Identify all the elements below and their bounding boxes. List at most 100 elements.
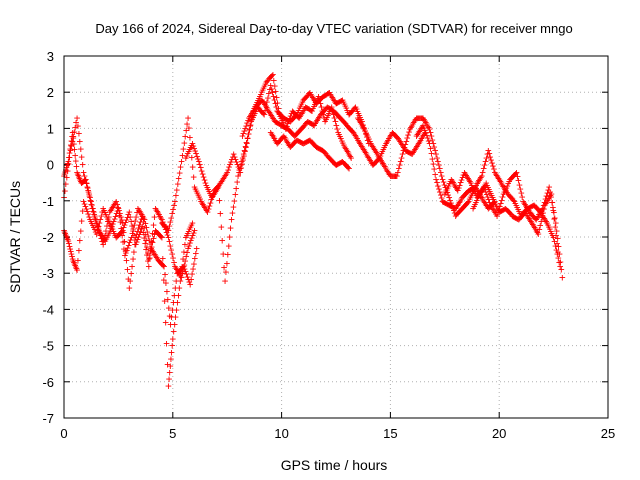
data-point: + [252, 107, 259, 120]
data-point: + [100, 238, 107, 251]
data-point: + [308, 117, 315, 130]
data-point: + [485, 202, 492, 215]
data-point: + [379, 155, 386, 168]
data-point: + [442, 181, 449, 194]
data-point: + [491, 163, 498, 176]
data-point: + [439, 195, 446, 208]
data-point: + [515, 212, 522, 225]
data-point: + [163, 337, 170, 350]
data-point: + [417, 123, 424, 136]
data-point: + [303, 90, 310, 103]
data-point: + [161, 221, 168, 234]
data-point: + [149, 243, 156, 256]
data-point: + [333, 107, 340, 120]
data-point: + [233, 155, 240, 168]
data-point: + [270, 90, 277, 103]
data-point: + [62, 165, 69, 178]
data-point: + [335, 96, 342, 109]
data-point: + [343, 102, 350, 115]
data-point: + [338, 94, 345, 107]
data-point: + [69, 250, 76, 263]
data-point: + [236, 166, 243, 179]
data-point: + [510, 170, 517, 183]
data-point: + [151, 210, 158, 223]
data-point: + [287, 141, 294, 154]
data-point: + [164, 223, 171, 236]
data-point: + [153, 225, 160, 238]
data-point: + [293, 109, 300, 122]
data-point: + [461, 166, 468, 179]
data-point: + [146, 252, 153, 265]
data-point: + [168, 353, 175, 366]
data-point: + [280, 112, 287, 125]
data-point: + [90, 219, 97, 232]
data-point: + [468, 182, 475, 195]
data-point: + [134, 233, 141, 246]
data-point: + [279, 132, 286, 145]
data-point: + [285, 115, 292, 128]
data-point: + [345, 161, 352, 174]
data-point: + [377, 149, 384, 162]
data-point: + [359, 119, 366, 132]
data-point: + [63, 171, 70, 184]
data-point: + [485, 144, 492, 157]
data-point: + [272, 97, 279, 110]
data-point: + [258, 105, 265, 118]
data-point: + [359, 115, 366, 128]
data-point: + [169, 248, 176, 261]
data-point: + [119, 229, 126, 242]
data-point: + [319, 106, 326, 119]
data-point: + [304, 115, 311, 128]
data-point: + [453, 200, 460, 213]
data-point: + [175, 289, 182, 302]
y-tick-label: -2 [42, 230, 54, 245]
data-point: + [525, 210, 532, 223]
data-point: + [539, 211, 546, 224]
data-point: + [305, 134, 312, 147]
data-point: + [216, 178, 223, 191]
data-point: + [475, 190, 482, 203]
data-point: + [84, 180, 91, 193]
data-point: + [366, 133, 373, 146]
data-point: + [484, 191, 491, 204]
data-point: + [188, 139, 195, 152]
data-point: + [86, 190, 93, 203]
data-point: + [260, 82, 267, 95]
data-point: + [426, 137, 433, 150]
data-point: + [430, 158, 437, 171]
data-point: + [375, 152, 382, 165]
data-point: + [495, 204, 502, 217]
data-point: + [509, 171, 516, 184]
data-point: + [172, 311, 179, 324]
data-point: + [278, 133, 285, 146]
data-point: + [177, 274, 184, 287]
data-point: + [111, 198, 118, 211]
data-point: + [495, 172, 502, 185]
data-point: + [422, 115, 429, 128]
data-point: + [128, 267, 135, 280]
data-point: + [526, 206, 533, 219]
data-point: + [263, 100, 270, 113]
data-point: + [342, 158, 349, 171]
data-point: + [92, 211, 99, 224]
data-point: + [134, 206, 141, 219]
data-point: + [322, 147, 329, 160]
data-point: + [276, 108, 283, 121]
data-point: + [327, 103, 334, 116]
data-point: + [266, 87, 273, 100]
data-point: + [471, 181, 478, 194]
data-point: + [542, 198, 549, 211]
data-point: + [446, 198, 453, 211]
data-point: + [473, 189, 480, 202]
data-point: + [204, 206, 211, 219]
data-point: + [352, 129, 359, 142]
data-point: + [440, 195, 447, 208]
data-point: + [312, 139, 319, 152]
data-point: + [179, 262, 186, 275]
x-tick-label: 20 [492, 426, 506, 441]
data-point: + [365, 137, 372, 150]
data-point: + [187, 278, 194, 291]
data-point: + [399, 138, 406, 151]
data-point: + [522, 206, 529, 219]
data-point: + [324, 111, 331, 124]
